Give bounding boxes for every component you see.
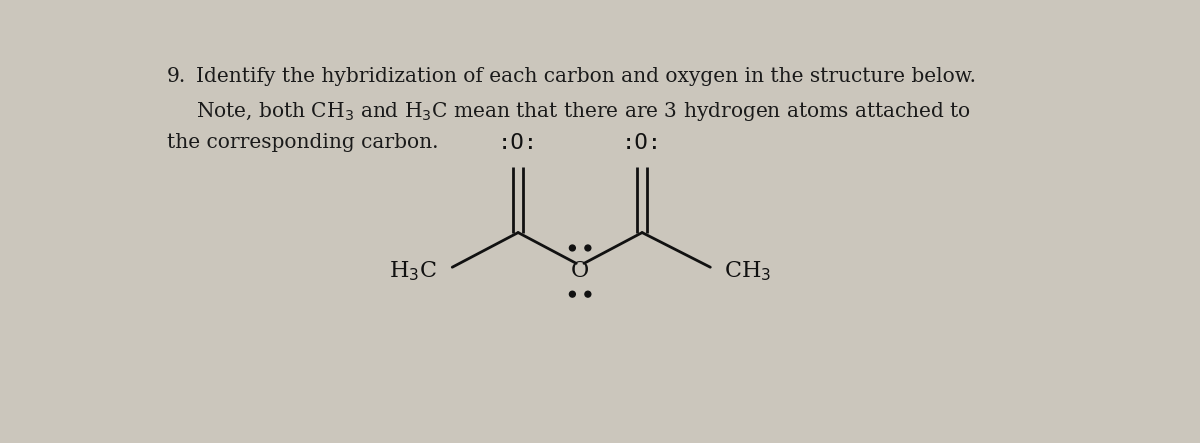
Text: Note, both CH$_3$ and H$_3$C mean that there are 3 hydrogen atoms attached to: Note, both CH$_3$ and H$_3$C mean that t… [197,100,972,123]
Circle shape [584,291,590,297]
Circle shape [570,291,575,297]
Circle shape [584,245,590,251]
Text: CH$_3$: CH$_3$ [724,259,770,283]
Text: Identify the hybridization of each carbon and oxygen in the structure below.: Identify the hybridization of each carbo… [197,67,977,86]
Text: H$_3$C: H$_3$C [389,259,437,283]
Text: the corresponding carbon.: the corresponding carbon. [167,133,438,152]
Text: :O:: :O: [498,133,538,153]
Text: :O:: :O: [622,133,662,153]
Text: 9.: 9. [167,67,186,86]
Text: O: O [571,260,589,282]
Circle shape [570,245,575,251]
